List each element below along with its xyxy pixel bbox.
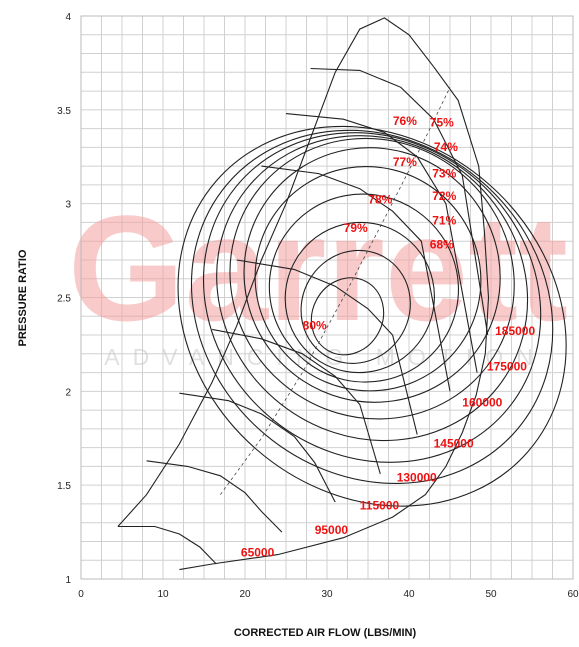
efficiency-island-79 <box>300 249 411 364</box>
y-tick-label: 2 <box>65 387 71 398</box>
efficiency-labels: 80% 79%78% 77% 76% 75% 74% 73% 72% 71% 68% <box>303 114 459 333</box>
y-tick-label: 1 <box>65 575 71 586</box>
speed-label-115000: 115000 <box>360 499 400 513</box>
speed-line-145000 <box>236 259 418 435</box>
x-axis-ticks: 0 10 20 30 40 50 60 <box>78 589 579 600</box>
choke-line <box>179 66 490 571</box>
efficiency-island-71 <box>190 129 554 484</box>
speed-label-65000: 65000 <box>241 545 275 559</box>
efficiency-label-77: 77% <box>393 155 417 169</box>
x-tick-label: 50 <box>485 589 497 600</box>
efficiency-label-72: 72% <box>432 189 456 203</box>
watermark-tagline: ADVANCING MOTION <box>104 344 545 370</box>
speed-line-175000 <box>285 113 478 373</box>
efficiency-island-75 <box>243 147 501 403</box>
map-boundary <box>117 17 490 571</box>
speed-label-145000: 145000 <box>434 437 474 451</box>
y-axis-title: PRESSURE RATIO <box>17 249 29 346</box>
efficiency-islands <box>177 125 567 507</box>
y-tick-label: 1.5 <box>57 481 71 492</box>
speed-label-95000: 95000 <box>315 523 349 537</box>
efficiency-island-73 <box>216 135 529 442</box>
efficiency-label-76: 76% <box>393 114 417 128</box>
y-tick-label: 2.5 <box>57 294 71 305</box>
speed-label-130000: 130000 <box>397 470 437 484</box>
efficiency-label-74: 74% <box>434 140 458 154</box>
plot-frame <box>80 15 574 580</box>
speed-lines <box>117 67 489 565</box>
speed-line-115000 <box>179 392 336 503</box>
efficiency-island-80 <box>310 277 385 356</box>
surge-line <box>117 17 435 527</box>
efficiency-island-74 <box>229 137 515 420</box>
speed-line-65000 <box>117 525 217 565</box>
efficiency-island-77 <box>268 193 459 383</box>
speed-line-185000 <box>310 67 489 336</box>
y-axis-ticks: 1 1.5 2 2.5 3 3.5 4 <box>57 12 71 586</box>
x-tick-label: 40 <box>403 589 415 600</box>
x-tick-label: 60 <box>567 589 579 600</box>
x-axis-title: CORRECTED AIR FLOW (LBS/MIN) <box>234 627 417 639</box>
efficiency-label-78: 78% <box>368 193 392 207</box>
x-tick-label: 0 <box>78 589 84 600</box>
speed-label-175000: 175000 <box>487 360 527 374</box>
speed-labels: 65000 95000 115000 130000 145000 160000 175000… <box>241 324 536 559</box>
speed-line-95000 <box>146 460 283 533</box>
speed-line-160000 <box>261 165 451 392</box>
efficiency-label-80: 80% <box>303 318 327 332</box>
speed-label-160000: 160000 <box>462 395 502 409</box>
efficiency-label-75: 75% <box>430 116 454 130</box>
y-tick-label: 3.5 <box>57 106 71 117</box>
efficiency-label-73: 73% <box>432 166 456 180</box>
efficiency-island-68 <box>177 125 567 507</box>
efficiency-label-68: 68% <box>430 238 454 252</box>
x-tick-label: 20 <box>239 589 251 600</box>
efficiency-label-79: 79% <box>344 221 368 235</box>
speed-label-185000: 185000 <box>495 324 535 338</box>
y-tick-label: 4 <box>65 12 71 23</box>
x-tick-label: 30 <box>321 589 333 600</box>
y-tick-label: 3 <box>65 200 71 211</box>
efficiency-island-78 <box>284 221 435 374</box>
efficiency-label-71: 71% <box>432 213 456 227</box>
x-tick-label: 10 <box>157 589 169 600</box>
speed-line-130000 <box>212 328 381 475</box>
plot-area <box>80 15 574 580</box>
